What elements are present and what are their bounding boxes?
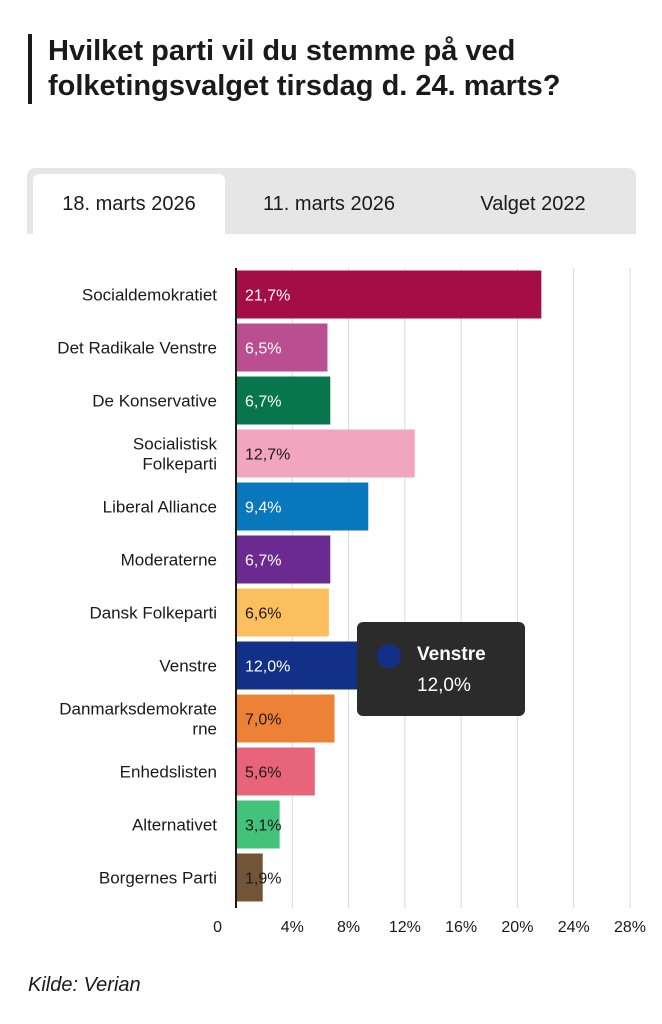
category-label: Dansk Folkeparti	[89, 604, 217, 623]
tooltip: Venstre 12,0%	[357, 622, 525, 716]
title-block: Hvilket parti vil du stemme på ved folke…	[28, 34, 648, 104]
bar-value-label: 9,4%	[245, 500, 281, 517]
category-label: Borgernes Parti	[99, 869, 217, 888]
bar[interactable]	[236, 853, 263, 902]
bar-value-label: 5,6%	[245, 765, 281, 782]
bar[interactable]	[236, 535, 331, 584]
x-tick-label: 28%	[614, 919, 646, 936]
bar[interactable]	[236, 482, 369, 531]
bar[interactable]	[236, 323, 328, 372]
bar[interactable]	[236, 376, 331, 425]
bar[interactable]	[236, 588, 329, 637]
tab-valget-2022[interactable]: Valget 2022	[480, 192, 586, 215]
category-label: Socialistisk	[133, 435, 218, 454]
tooltip-party-name: Venstre	[417, 644, 486, 665]
bar-value-label: 6,7%	[245, 394, 281, 411]
x-tick-label: 8%	[337, 919, 360, 936]
category-label: rne	[192, 720, 217, 739]
x-tick-label: 0	[213, 919, 222, 936]
chart-title: Hvilket parti vil du stemme på ved folke…	[48, 35, 561, 102]
bar[interactable]	[236, 694, 335, 743]
category-label: Det Radikale Venstre	[57, 339, 217, 358]
tab-18-marts-2026[interactable]: 18. marts 2026	[33, 174, 225, 234]
category-label: Liberal Alliance	[103, 498, 217, 517]
category-label: Alternativet	[132, 816, 217, 835]
source-note: Kilde: Verian	[28, 974, 141, 996]
bar-value-label: 12,0%	[245, 659, 290, 676]
tab-bar: 18. marts 2026 11. marts 2026 Valget 202…	[27, 168, 636, 234]
x-tick-label: 16%	[445, 919, 477, 936]
tab-11-marts-2026[interactable]: 11. marts 2026	[263, 192, 395, 215]
tooltip-value: 12,0%	[417, 675, 471, 696]
bar[interactable]	[236, 800, 280, 849]
bar-value-label: 6,5%	[245, 341, 281, 358]
tooltip-color-dot	[377, 644, 401, 668]
bar[interactable]	[236, 429, 415, 478]
bar-value-label: 6,6%	[245, 606, 281, 623]
bar-value-label: 21,7%	[245, 288, 290, 305]
category-label: Danmarksdemokrate	[59, 700, 217, 719]
category-label: De Konservative	[92, 392, 217, 411]
category-label: Venstre	[159, 657, 217, 676]
x-tick-label: 12%	[389, 919, 421, 936]
bar-value-label: 6,7%	[245, 553, 281, 570]
bar-chart: 21,7% Socialdemokratiet 6,5% Det Radikale V…	[57, 268, 646, 936]
bar-value-label: 3,1%	[245, 818, 281, 835]
bar[interactable]	[236, 747, 315, 796]
bar-value-label: 12,7%	[245, 447, 290, 464]
bar[interactable]	[236, 270, 542, 319]
x-tick-label: 20%	[501, 919, 533, 936]
category-label: Socialdemokratiet	[82, 286, 217, 305]
category-label: Enhedslisten	[120, 763, 217, 782]
x-tick-label: 4%	[281, 919, 304, 936]
bar-value-label: 7,0%	[245, 712, 281, 729]
category-label: Moderaterne	[121, 551, 217, 570]
category-label: Folkeparti	[142, 455, 217, 474]
x-tick-label: 24%	[558, 919, 590, 936]
bar-value-label: 1,9%	[245, 871, 281, 888]
